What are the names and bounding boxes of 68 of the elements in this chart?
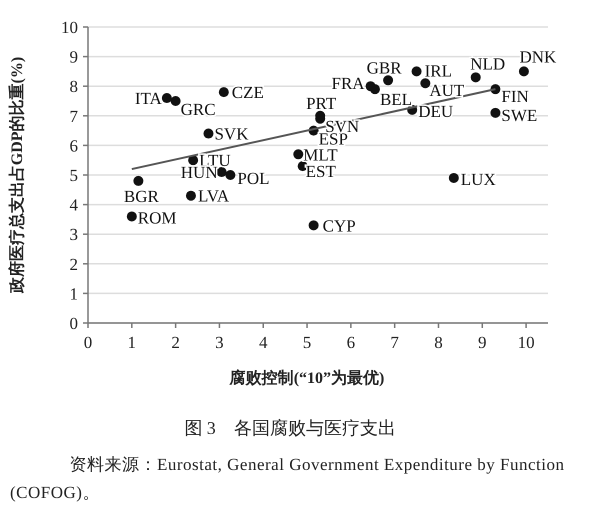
- annotation: LVA: [198, 186, 230, 206]
- annotation: AUT: [429, 81, 465, 100]
- point: [518, 66, 529, 76]
- annotation: GBR: [366, 58, 402, 78]
- annotation: BEL: [380, 90, 412, 110]
- y-tick-label: 5: [70, 166, 78, 185]
- point: [225, 170, 236, 180]
- annotation: CYP: [322, 216, 356, 236]
- y-axis-title: 政府医疗总支出占GDP的比重(%): [7, 56, 26, 294]
- y-tick-label: 4: [70, 196, 78, 215]
- point: [170, 96, 181, 106]
- y-tick-label: 0: [70, 314, 78, 333]
- x-tick-label: 6: [346, 333, 356, 352]
- text: 图 3 各国腐败与医疗支出: [184, 418, 396, 438]
- point: [203, 128, 214, 139]
- annotation: ITA: [134, 89, 163, 108]
- y-tick-label: 6: [70, 136, 78, 156]
- y-tick-label: 2: [70, 254, 78, 274]
- point: [133, 176, 144, 186]
- annotation: POL: [237, 169, 270, 188]
- point: [370, 84, 380, 94]
- x-tick-label: 8: [434, 333, 443, 352]
- x-tick-label: 0: [84, 333, 92, 352]
- y-tick-label: 9: [70, 48, 78, 67]
- annotation: NLD: [470, 54, 506, 74]
- x-tick-label: 5: [302, 333, 312, 352]
- annotation: DNK: [519, 47, 558, 66]
- annotation: MLT: [303, 145, 338, 164]
- annotation: PRT: [306, 94, 337, 113]
- point: [293, 149, 304, 160]
- annotation: LUX: [460, 170, 496, 189]
- y-tick-label: 1: [70, 284, 78, 304]
- y-tick-label: 10: [61, 18, 78, 37]
- point: [216, 167, 227, 178]
- x-tick-label: 10: [518, 333, 535, 352]
- x-tick-label: 2: [171, 333, 180, 352]
- point: [420, 78, 430, 88]
- point: [186, 190, 196, 201]
- x-tick-label: 3: [215, 333, 224, 352]
- point: [448, 172, 459, 183]
- y-tick-label: 3: [70, 225, 78, 244]
- annotation: ROM: [138, 208, 177, 228]
- y-tick-label: 8: [70, 77, 78, 96]
- text: 资料来源：Eurostat, General Government Expenditure by Function (COFOG)。: [10, 454, 566, 504]
- annotation: BGR: [124, 186, 160, 206]
- annotation: CZE: [232, 83, 264, 102]
- annotation: FRA: [331, 74, 366, 94]
- point: [412, 66, 422, 76]
- x-tick-label: 9: [478, 333, 487, 352]
- point: [162, 93, 172, 104]
- point: [490, 108, 500, 118]
- x-tick-label: 4: [258, 333, 268, 352]
- annotation: FIN: [501, 87, 529, 106]
- point: [470, 72, 481, 82]
- y-tick-label: 7: [70, 106, 78, 126]
- annotation: EST: [306, 162, 337, 182]
- annotation: GRC: [180, 100, 216, 119]
- point: [126, 211, 137, 222]
- point: [383, 75, 394, 86]
- annotation: SWE: [501, 106, 538, 125]
- annotation: IRL: [424, 61, 452, 80]
- point: [308, 220, 319, 230]
- x-tick-label: 1: [128, 333, 136, 352]
- annotation: DEU: [418, 102, 454, 121]
- annotation: SVK: [214, 124, 250, 144]
- point: [218, 87, 229, 98]
- x-tick-label: 7: [390, 333, 400, 352]
- x-axis-title: 腐败控制(“10”为最优): [228, 369, 384, 387]
